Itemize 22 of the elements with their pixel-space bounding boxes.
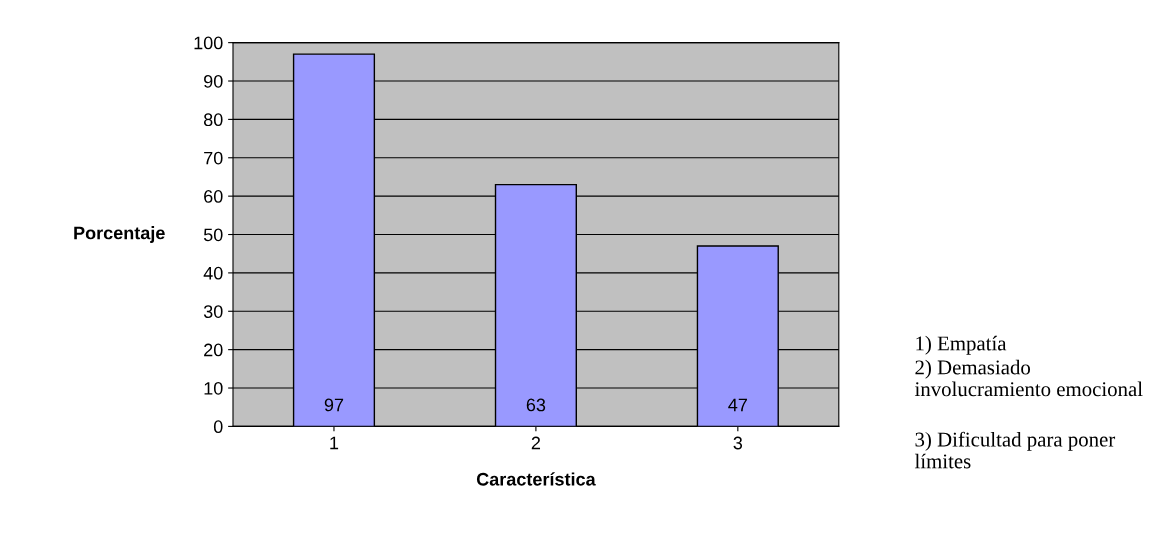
y-tick-label: 0	[213, 420, 223, 434]
text: 3) Dificultad para poner límites	[914, 431, 1116, 469]
y-axis-title: Porcentaje	[74, 226, 165, 243]
y-tick-label: 100	[194, 36, 223, 50]
y-tick-label: 30	[203, 305, 223, 318]
y-tick-label: 10	[204, 381, 223, 395]
x-tick-label: 2	[531, 436, 541, 450]
data-label: 97	[324, 398, 344, 412]
y-tick-label: 80	[203, 113, 223, 127]
x-axis-title: Característica	[476, 472, 596, 486]
y-tick-label: 60	[204, 190, 223, 203]
x-tick-label: 3	[733, 436, 743, 450]
x-tick-label: 1	[330, 436, 339, 450]
y-tick-label: 50	[203, 228, 223, 242]
y-tick-label: 20	[204, 343, 223, 357]
y-tick-label: 70	[204, 151, 223, 165]
data-label: 63	[526, 398, 546, 412]
text: 2) Demasiado involucramiento emocional	[914, 359, 1143, 397]
y-tick-label: 90	[204, 74, 223, 88]
text: 1) Empatía	[916, 335, 1007, 355]
y-tick-label: 40	[203, 266, 223, 280]
data-label: 47	[728, 398, 747, 412]
